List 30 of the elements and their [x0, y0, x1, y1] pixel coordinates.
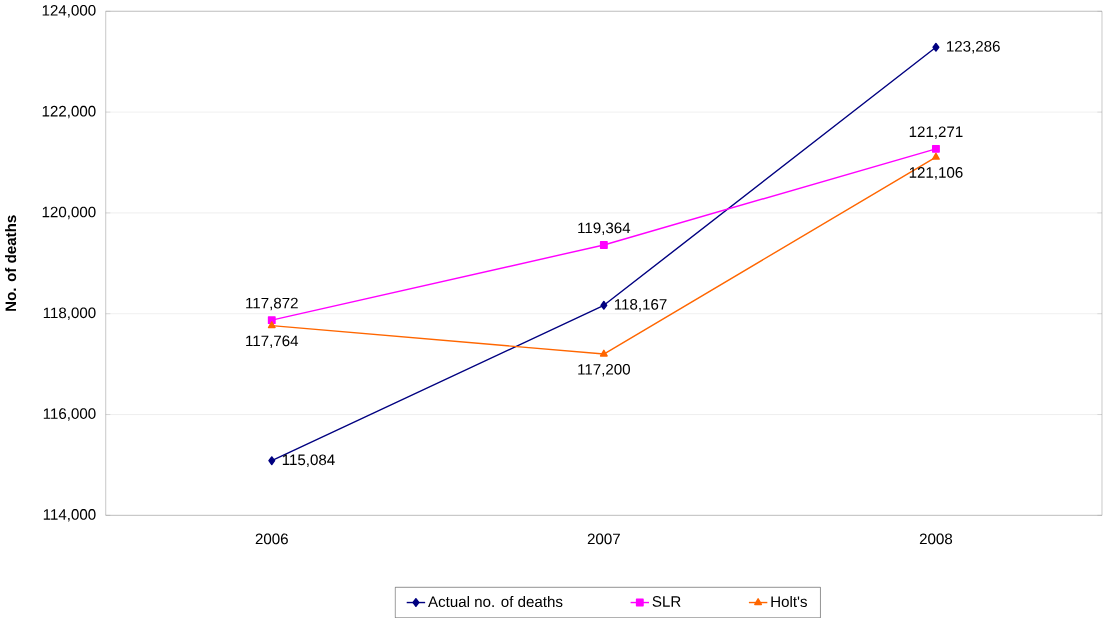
y-axis-title: No. of deaths	[5, 215, 17, 311]
legend-label: Holt's	[771, 595, 807, 608]
point	[931, 152, 940, 160]
data-label: 121,271	[909, 126, 963, 139]
legend-label: SLR	[652, 596, 681, 607]
point	[268, 456, 276, 466]
legend-label: Actual no. of deaths	[428, 595, 563, 608]
data-label: 117,764	[246, 335, 299, 349]
data-label: 118,167	[614, 299, 667, 312]
y-tick-label: 118,000	[43, 307, 96, 320]
point	[932, 42, 940, 52]
point	[599, 349, 608, 357]
y-tick-label: 124,000	[42, 5, 96, 18]
data-label: 115,084	[282, 454, 335, 467]
data-label: 117,872	[246, 297, 298, 311]
data-label: 121,106	[909, 167, 963, 180]
y-tick-label: 122,000	[42, 105, 96, 119]
point	[599, 241, 608, 249]
data-label: 117,200	[578, 363, 631, 377]
x-tick-label: 2006	[255, 533, 288, 545]
x-tick-label: 2007	[587, 533, 620, 545]
point	[267, 321, 276, 329]
point	[600, 300, 608, 310]
data-label: 119,364	[578, 222, 631, 236]
x-tick-label: 2008	[919, 533, 953, 545]
y-tick-label: 120,000	[42, 206, 96, 220]
point	[932, 144, 940, 153]
data-label: 123,286	[947, 41, 1000, 54]
y-tick-label: 116,000	[43, 408, 96, 421]
y-tick-label: 114,000	[43, 509, 96, 522]
